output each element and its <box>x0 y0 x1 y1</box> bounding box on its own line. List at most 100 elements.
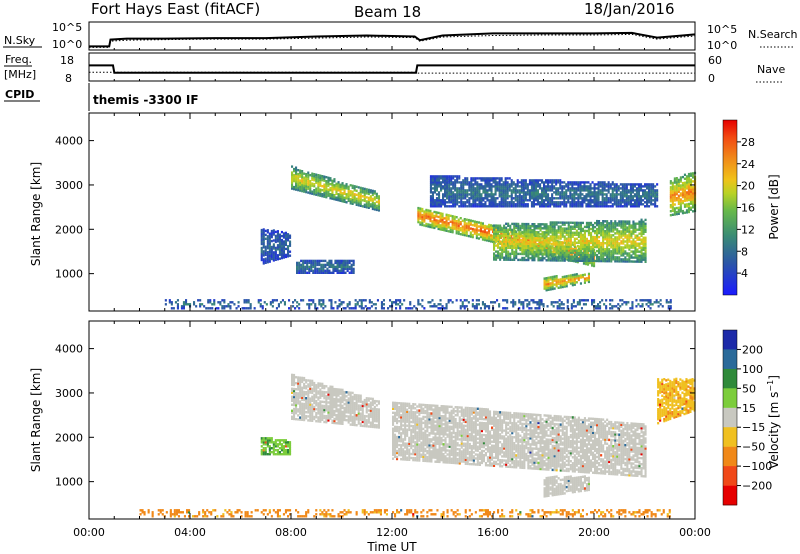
echo-cell <box>610 258 613 261</box>
echo-cell <box>319 190 322 193</box>
echo-cell <box>346 261 349 265</box>
echo-cell <box>516 179 519 182</box>
echo-cell <box>612 224 615 227</box>
echo-cell <box>536 203 539 206</box>
echo-cell <box>520 197 523 200</box>
echo-cell <box>589 201 592 204</box>
echo-cell <box>332 263 335 267</box>
echo-cell <box>262 238 265 241</box>
echo-cell <box>598 227 601 231</box>
echo-cell <box>480 193 483 196</box>
echo-cell <box>614 256 617 259</box>
echo-cell <box>324 259 327 263</box>
echo-cell <box>549 201 552 204</box>
echo-cell <box>532 181 535 184</box>
echo-cell <box>375 200 378 204</box>
echo-cell <box>511 222 514 226</box>
echo-cell <box>270 257 273 261</box>
echo-cell <box>536 301 539 304</box>
echo-cell <box>521 256 524 260</box>
echo-cell <box>521 238 524 242</box>
echo-cell <box>417 214 420 218</box>
echo-cell <box>557 225 560 228</box>
echo-cell <box>264 245 267 248</box>
echo-cell <box>474 199 477 202</box>
echo-cell <box>353 197 356 200</box>
echo-cell <box>305 179 308 182</box>
echo-cell <box>431 199 434 202</box>
echo-cell <box>619 199 622 202</box>
echo-cell <box>459 227 462 230</box>
echo-cell <box>598 257 601 261</box>
echo-cell <box>604 252 607 255</box>
echo-cell <box>553 187 556 190</box>
echo-cell <box>685 183 688 186</box>
echo-cell <box>553 235 556 238</box>
echo-cell <box>561 203 564 206</box>
echo-cell <box>583 235 586 239</box>
echo-cell <box>493 228 496 231</box>
echo-cell <box>669 299 672 302</box>
echo-cell <box>597 185 600 188</box>
echo-cell <box>419 209 422 212</box>
echo-cell <box>311 176 314 179</box>
echo-cell <box>456 199 459 202</box>
echo-cell <box>642 230 645 233</box>
echo-cell <box>271 299 274 302</box>
echo-cell <box>587 276 590 280</box>
echo-cell <box>679 180 682 183</box>
echo-cell <box>462 197 465 200</box>
echo-cell <box>298 261 301 265</box>
echo-cell <box>618 256 621 259</box>
echo-cell <box>535 233 538 236</box>
echo-cell <box>551 197 554 200</box>
echo-cell <box>561 247 564 250</box>
echo-cell <box>443 225 446 228</box>
echo-cell <box>456 195 459 198</box>
echo-cell <box>559 259 562 262</box>
echo-cell <box>306 261 309 265</box>
echo-cell <box>512 205 515 208</box>
echo-cell <box>560 307 563 310</box>
echo-cell <box>615 183 618 186</box>
echo-cell <box>470 187 473 190</box>
echo-cell <box>525 238 528 242</box>
echo-cell <box>382 299 385 302</box>
echo-cell <box>541 223 544 226</box>
echo-cell <box>460 183 463 186</box>
echo-cell <box>565 283 568 286</box>
echo-cell <box>361 195 364 198</box>
echo-cell <box>478 191 481 194</box>
echo-cell <box>280 246 283 250</box>
echo-cell <box>508 201 511 204</box>
echo-cell <box>431 212 434 215</box>
echo-cell <box>681 187 684 191</box>
echo-cell <box>557 189 560 192</box>
echo-cell <box>547 179 550 182</box>
echo-cell <box>563 205 566 208</box>
echo-cell <box>552 241 555 244</box>
echo-cell <box>474 191 477 194</box>
echo-cell <box>514 193 517 196</box>
echo-cell <box>533 243 536 246</box>
echo-cell <box>506 299 509 302</box>
echo-cell <box>433 191 436 194</box>
echo-cell <box>474 193 477 196</box>
echo-cell <box>575 257 578 260</box>
echo-cell <box>620 240 623 243</box>
echo-cell <box>608 234 611 237</box>
echo-cell <box>637 197 640 200</box>
echo-cell <box>553 249 556 252</box>
echo-cell <box>594 241 597 245</box>
echo-cell <box>573 193 576 196</box>
echo-cell <box>349 194 352 197</box>
echo-cell <box>308 307 311 310</box>
echo-cell <box>513 234 516 238</box>
echo-cell <box>450 195 453 198</box>
echo-cell <box>541 179 544 182</box>
echo-cell <box>442 197 445 200</box>
echo-cell <box>559 179 562 182</box>
echo-cell <box>450 189 453 192</box>
echo-cell <box>545 279 548 282</box>
echo-cell <box>565 185 568 188</box>
